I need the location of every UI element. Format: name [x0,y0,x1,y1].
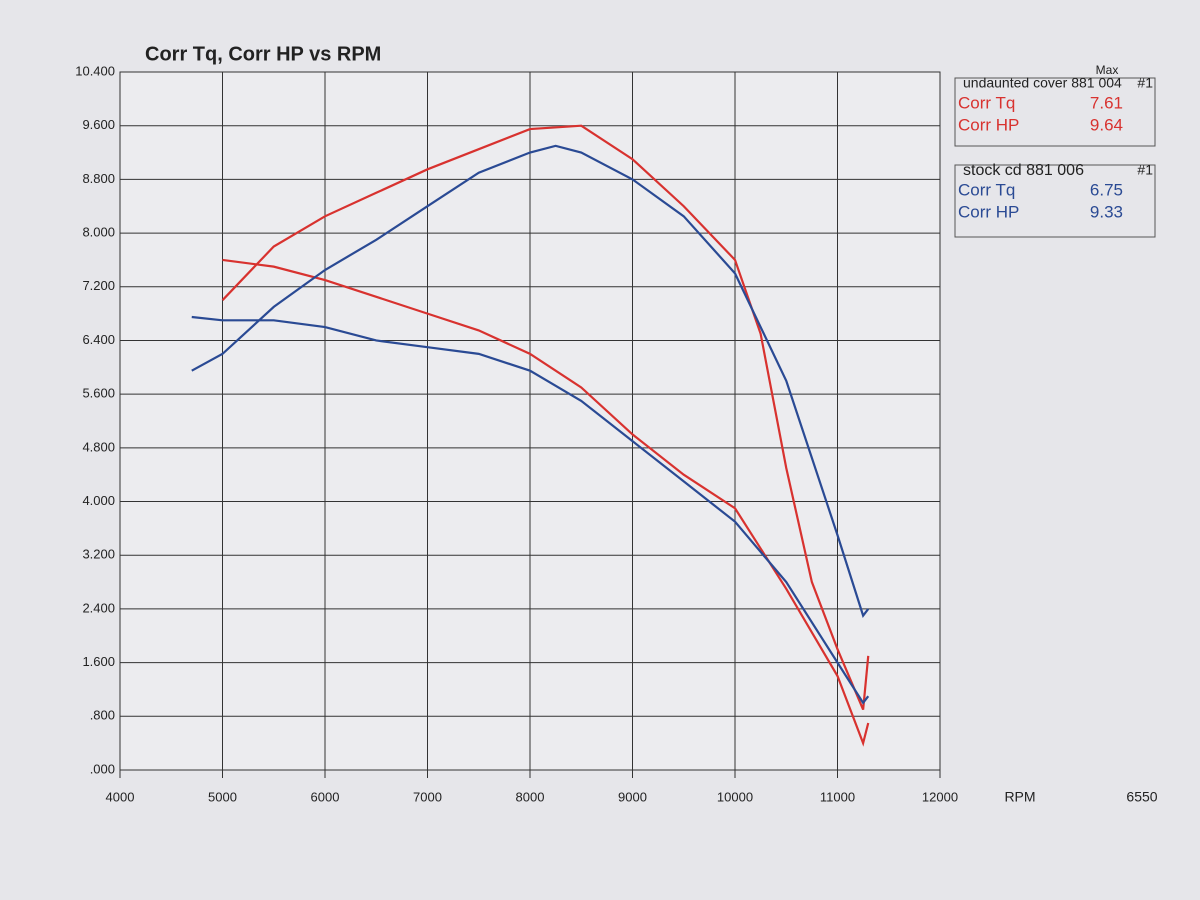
y-tick-label: 2.400 [82,600,115,615]
legend-max: 9.64 [1090,115,1123,134]
legend-entry: Corr Tq [958,180,1015,199]
y-tick-label: 8.800 [82,171,115,186]
chart-title: Corr Tq, Corr HP vs RPM [145,43,381,65]
y-tick-label: 9.600 [82,117,115,132]
legend-entry: Corr HP [958,115,1019,134]
legend-max: 7.61 [1090,93,1123,112]
legend-run: #1 [1137,75,1153,91]
data-line [191,144,870,618]
x-tick-label: 5000 [208,789,237,804]
x-tick-label: 10000 [717,789,753,804]
legend-entry: Corr Tq [958,93,1015,112]
y-tick-label: 10.400 [75,63,115,78]
legend-box [954,77,1156,147]
data-line [222,258,870,747]
y-tick-label: 5.600 [82,386,115,401]
y-tick-label: .800 [90,708,115,723]
legend-header: Max [1096,63,1119,77]
x-tick-label: 4000 [106,789,135,804]
x-tick-label: 11000 [820,789,855,804]
y-tick-label: 6.400 [82,332,115,347]
legend-max: 9.33 [1090,202,1123,221]
x-tick-label: 9000 [618,789,647,804]
legend-title: undaunted cover 881 004 [963,75,1122,91]
legend-box [954,164,1156,238]
y-tick-label: 4.800 [82,439,115,454]
x-tick-label: 12000 [922,789,958,804]
legend-run: #1 [1137,162,1153,178]
legend-max: 6.75 [1090,180,1123,199]
y-tick-label: 8.000 [82,225,115,240]
y-tick-label: 7.200 [82,278,115,293]
legend-entry: Corr HP [958,202,1019,221]
corner-text: 6550 [1126,789,1157,805]
x-tick-label: 6000 [311,789,340,804]
data-line [191,315,870,705]
legend-title: stock cd 881 006 [963,162,1084,179]
y-tick-label: 3.200 [82,547,115,562]
y-tick-label: 4.000 [82,493,115,508]
x-axis-label: RPM [1004,789,1035,805]
y-tick-label: 1.600 [82,654,115,669]
x-tick-label: 7000 [413,789,442,804]
x-tick-label: 8000 [516,789,545,804]
data-line [221,124,870,711]
y-tick-label: .000 [90,761,115,776]
